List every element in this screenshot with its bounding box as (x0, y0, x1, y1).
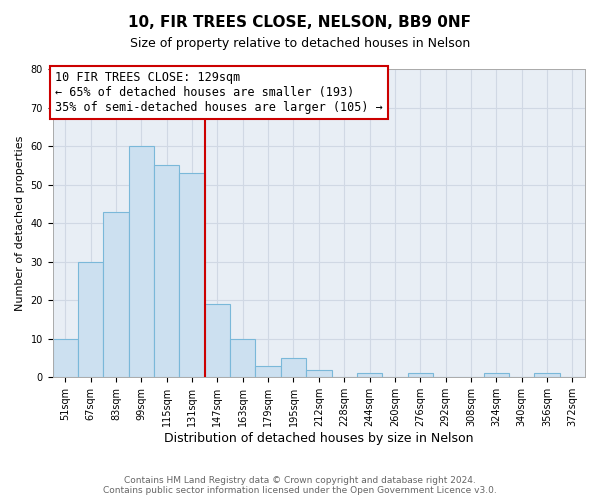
X-axis label: Distribution of detached houses by size in Nelson: Distribution of detached houses by size … (164, 432, 473, 445)
Bar (484, 374, 509, 378)
Text: 10, FIR TREES CLOSE, NELSON, BB9 0NF: 10, FIR TREES CLOSE, NELSON, BB9 0NF (128, 15, 472, 30)
Bar (129, 146, 154, 378)
Bar (535, 374, 560, 378)
Text: Size of property relative to detached houses in Nelson: Size of property relative to detached ho… (130, 38, 470, 51)
Bar (154, 166, 179, 378)
Y-axis label: Number of detached properties: Number of detached properties (15, 136, 25, 311)
Bar (179, 173, 205, 378)
Bar (256, 366, 281, 378)
Bar (78, 262, 103, 378)
Bar (281, 358, 306, 378)
Bar (53, 339, 78, 378)
Bar (205, 304, 230, 378)
Bar (357, 374, 382, 378)
Text: 10 FIR TREES CLOSE: 129sqm
← 65% of detached houses are smaller (193)
35% of sem: 10 FIR TREES CLOSE: 129sqm ← 65% of deta… (55, 71, 383, 114)
Bar (306, 370, 332, 378)
Bar (103, 212, 129, 378)
Text: Contains HM Land Registry data © Crown copyright and database right 2024.
Contai: Contains HM Land Registry data © Crown c… (103, 476, 497, 495)
Bar (230, 339, 256, 378)
Bar (407, 374, 433, 378)
